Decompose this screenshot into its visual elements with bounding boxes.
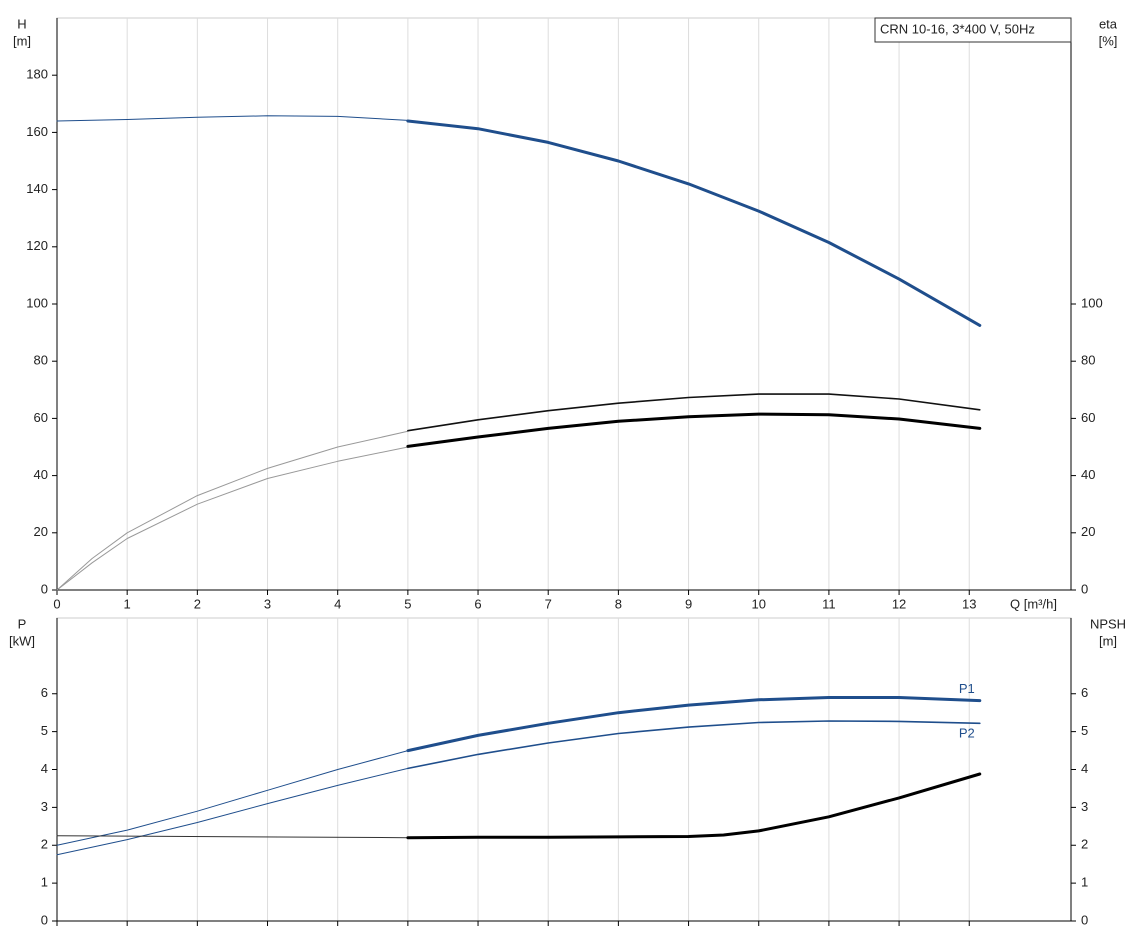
x-tick-label: 12 — [892, 596, 906, 611]
x-tick-label: 11 — [822, 596, 836, 611]
y-tick-label: 0 — [41, 581, 48, 596]
y-tick-label: 80 — [34, 353, 48, 368]
curve — [407, 393, 981, 432]
x-tick-label: 0 — [53, 596, 60, 611]
curve — [407, 720, 981, 770]
x-tick-label: 8 — [615, 596, 622, 611]
y2-tick-label: 100 — [1081, 295, 1103, 310]
y-axis-label: [kW] — [9, 633, 35, 648]
x-tick-label: 13 — [962, 596, 976, 611]
y2-tick-label: 20 — [1081, 524, 1095, 539]
y2-tick-label: 0 — [1081, 912, 1088, 927]
x-tick-label: 2 — [194, 596, 201, 611]
y-tick-label: 140 — [26, 181, 48, 196]
curve — [56, 767, 409, 856]
curve — [56, 446, 409, 591]
y2-axis-label: [%] — [1099, 33, 1118, 48]
y-tick-label: 60 — [34, 410, 48, 425]
x-tick-label: 7 — [545, 596, 552, 611]
y2-tick-label: 5 — [1081, 723, 1088, 738]
curve — [406, 772, 982, 840]
annotation: CRN 10-16, 3*400 V, 50Hz — [880, 21, 1035, 36]
curve — [406, 696, 982, 753]
y-tick-label: 3 — [41, 799, 48, 814]
x-tick-label: 1 — [124, 596, 131, 611]
y2-tick-label: 2 — [1081, 837, 1088, 852]
y-tick-label: 6 — [41, 685, 48, 700]
y-tick-label: 0 — [41, 912, 48, 927]
y2-axis-label: eta — [1099, 16, 1118, 31]
y2-tick-label: 1 — [1081, 875, 1088, 890]
x-tick-label: 6 — [474, 596, 481, 611]
y-tick-label: 20 — [34, 524, 48, 539]
y-tick-label: 120 — [26, 238, 48, 253]
y-axis-label: H — [17, 16, 26, 31]
y2-tick-label: 40 — [1081, 467, 1095, 482]
annotation-box — [874, 17, 1072, 43]
x-tick-label: 5 — [404, 596, 411, 611]
curve — [56, 835, 409, 839]
y2-tick-label: 80 — [1081, 353, 1095, 368]
curve — [406, 412, 982, 448]
y-tick-label: 5 — [41, 723, 48, 738]
y-tick-label: 1 — [41, 875, 48, 890]
y-tick-label: 160 — [26, 124, 48, 139]
y2-tick-label: 3 — [1081, 799, 1088, 814]
x-tick-label: 4 — [334, 596, 341, 611]
plot-area — [56, 17, 1072, 591]
curve — [56, 115, 409, 122]
y-axis-label: P — [18, 616, 27, 631]
x-tick-label: 3 — [264, 596, 271, 611]
y-tick-label: 180 — [26, 67, 48, 82]
y-tick-label: 40 — [34, 467, 48, 482]
curve — [56, 750, 409, 846]
series-label: P2 — [959, 726, 975, 741]
series-label: P1 — [959, 681, 975, 696]
plot-area — [56, 617, 1072, 922]
curve — [56, 430, 409, 591]
y2-tick-label: 60 — [1081, 410, 1095, 425]
y2-tick-label: 6 — [1081, 685, 1088, 700]
y-axis-label: [m] — [13, 33, 31, 48]
x-tick-label: 9 — [685, 596, 692, 611]
y-tick-label: 2 — [41, 837, 48, 852]
y-tick-label: 100 — [26, 295, 48, 310]
y2-axis-label: [m] — [1099, 633, 1117, 648]
y2-tick-label: 4 — [1081, 761, 1088, 776]
y2-axis-label: NPSH — [1090, 616, 1126, 631]
curve — [406, 119, 982, 327]
x-axis-label: Q [m³/h] — [1010, 596, 1057, 611]
y-tick-label: 4 — [41, 761, 48, 776]
x-tick-label: 10 — [751, 596, 765, 611]
y2-tick-label: 0 — [1081, 581, 1088, 596]
